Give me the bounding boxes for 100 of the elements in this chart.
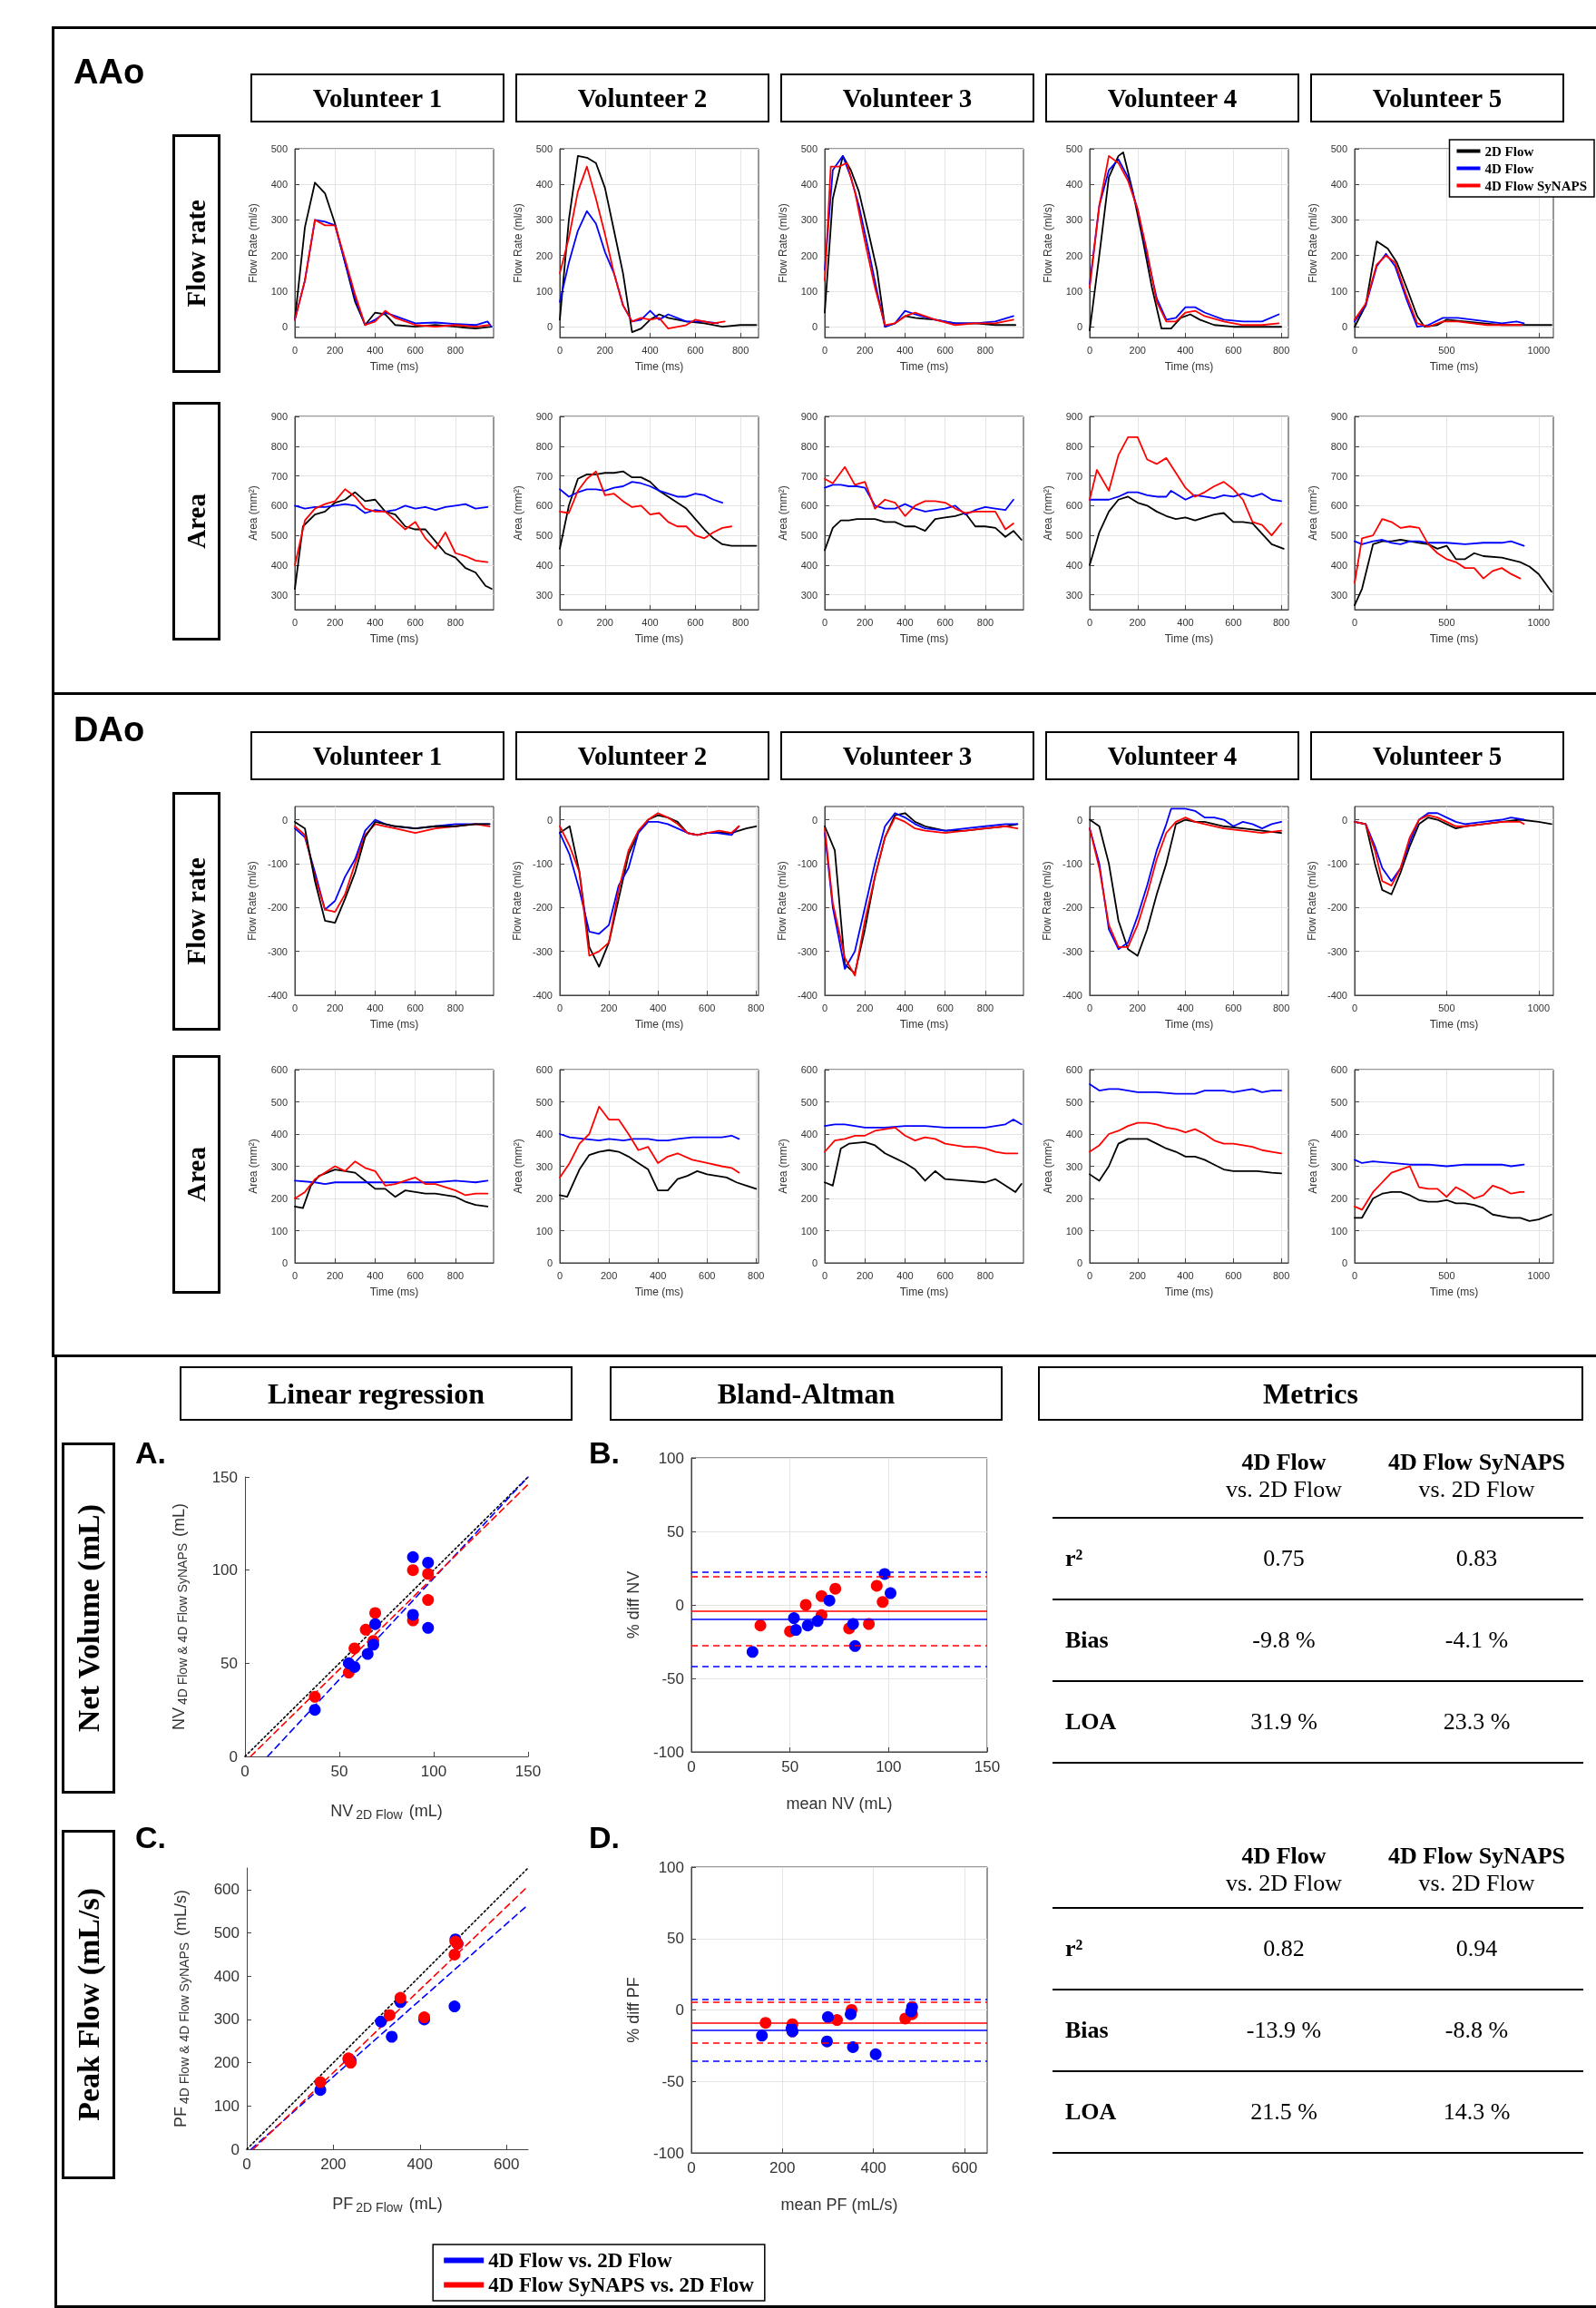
x-tick-label: 200: [769, 2159, 796, 2176]
y-tick-label: 600: [800, 500, 818, 512]
x-tick-label: 1000: [1527, 616, 1551, 628]
x-tick-label: 200: [596, 344, 613, 356]
point: [422, 1621, 435, 1634]
x-tick-label: 600: [1225, 1269, 1242, 1281]
x-tick-label: 600: [936, 1002, 954, 1013]
x-axis-title: Time (ms): [634, 360, 684, 373]
y-axis-title: Flow Rate (ml/s): [1306, 861, 1319, 941]
x-tick-label: 800: [1272, 1002, 1290, 1013]
line-series: [1089, 1138, 1282, 1182]
y-axis-title: Flow Rate (ml/s): [776, 861, 789, 941]
x-tick-label: 800: [976, 344, 994, 356]
y-tick-label: 300: [270, 214, 288, 226]
point: [308, 1704, 321, 1716]
x-tick-label: 200: [857, 1269, 874, 1281]
text: 4D Flow SyNAPS vs. 2D Flow: [1387, 1843, 1565, 1897]
y-tick-label: 300: [535, 589, 553, 601]
point: [823, 1594, 836, 1607]
point: [406, 1564, 419, 1577]
y-tick-label: 300: [800, 589, 818, 601]
x-tick-label: 600: [687, 344, 704, 356]
y-axis-title: Flow Rate (ml/s): [1042, 203, 1054, 283]
y-tick-label: 200: [800, 249, 818, 261]
x-axis-title: Time (ms): [634, 632, 684, 645]
y-tick-label: 100: [213, 2097, 240, 2115]
y-tick-label: 500: [800, 530, 818, 542]
text: 21.5 %: [1249, 2098, 1318, 2127]
x-axis-title: Time (ms): [369, 360, 419, 373]
y-tick-label: 400: [1065, 559, 1082, 571]
x-tick-label: 800: [446, 344, 465, 356]
x-tick-label: 400: [896, 1002, 914, 1013]
point: [348, 1642, 361, 1655]
y-tick-label: 100: [1330, 285, 1347, 297]
point: [422, 1568, 435, 1580]
text: LOA: [1064, 2098, 1118, 2127]
text: LOA: [1064, 1707, 1118, 1736]
x-tick-label: 200: [327, 1002, 344, 1013]
line-series: [559, 1133, 740, 1141]
chart-title: Linear regression: [180, 1366, 573, 1421]
y-tick-label: 100: [1065, 1225, 1082, 1237]
y-tick-label: 500: [535, 143, 553, 154]
y-tick-label: 0: [281, 814, 288, 826]
y-tick-label: -100: [652, 1743, 684, 1761]
x-tick-label: 0: [291, 344, 299, 356]
y-tick-label: 800: [270, 440, 288, 452]
text: B.: [589, 1435, 620, 1471]
y-axis-title: Area (mm²): [777, 1139, 789, 1194]
y-tick-label: 300: [1065, 214, 1082, 226]
y-tick-label: 150: [211, 1468, 238, 1486]
y-tick-label: 100: [1330, 1225, 1347, 1237]
point: [870, 1579, 883, 1592]
x-axis-title: Time (ms): [369, 1018, 419, 1031]
y-tick-label: 500: [800, 143, 818, 154]
y-tick-label: -100: [652, 2144, 684, 2162]
chart-title: Bland-Altman: [610, 1366, 1003, 1421]
line-series: [294, 488, 489, 566]
y-tick-label: 600: [1330, 500, 1347, 512]
y-tick-label: 200: [270, 249, 288, 261]
text: 23.3 %: [1442, 1707, 1512, 1737]
point: [746, 1646, 759, 1658]
x-tick-label: 800: [731, 344, 749, 356]
y-tick-label: 500: [1330, 143, 1347, 154]
y-tick-label: 400: [535, 1129, 553, 1139]
y-tick-label: 200: [1330, 1193, 1347, 1204]
point: [448, 2000, 461, 2013]
y-tick-label: 400: [1065, 1129, 1082, 1139]
y-tick-label: 200: [1065, 249, 1082, 261]
y-axis-title: % diff NV: [624, 1570, 642, 1639]
legend-label: 4D Flow SyNAPS vs. 2D Flow: [488, 2274, 755, 2296]
line-series: [294, 181, 493, 330]
text: 0.75: [1262, 1544, 1306, 1574]
x-tick-label: 400: [1177, 1002, 1194, 1013]
x-axis-title: Time (ms): [634, 1286, 684, 1298]
x-tick-label: 0: [556, 616, 563, 628]
y-tick-label: 400: [1330, 559, 1347, 571]
point: [845, 2008, 857, 2020]
y-tick-label: 0: [281, 321, 288, 333]
y-tick-label: 600: [1330, 1064, 1347, 1075]
y-tick-label: 0: [1076, 321, 1082, 333]
y-tick-label: 200: [1065, 1193, 1082, 1204]
line-series: [1354, 539, 1552, 606]
x-tick-label: 0: [687, 2159, 696, 2176]
y-tick-label: 100: [535, 285, 553, 297]
point: [314, 2076, 327, 2088]
y-tick-label: 0: [1341, 1257, 1347, 1268]
text: Metrics: [1038, 1366, 1583, 1421]
x-tick-label: 400: [860, 2159, 886, 2176]
text: D.: [589, 1820, 620, 1855]
y-tick-label: 600: [1065, 1064, 1082, 1075]
text: Net Volume (mL): [71, 1503, 106, 1733]
x-tick-label: 400: [641, 616, 659, 628]
y-tick-label: 100: [658, 1858, 684, 1876]
x-tick-label: 0: [291, 616, 299, 628]
y-tick-label: 400: [270, 559, 288, 571]
x-tick-label: 600: [699, 1269, 716, 1281]
y-tick-label: 600: [270, 500, 288, 512]
x-tick-label: 200: [857, 344, 874, 356]
line-series: [559, 470, 758, 550]
y-tick-label: 600: [270, 1064, 288, 1075]
